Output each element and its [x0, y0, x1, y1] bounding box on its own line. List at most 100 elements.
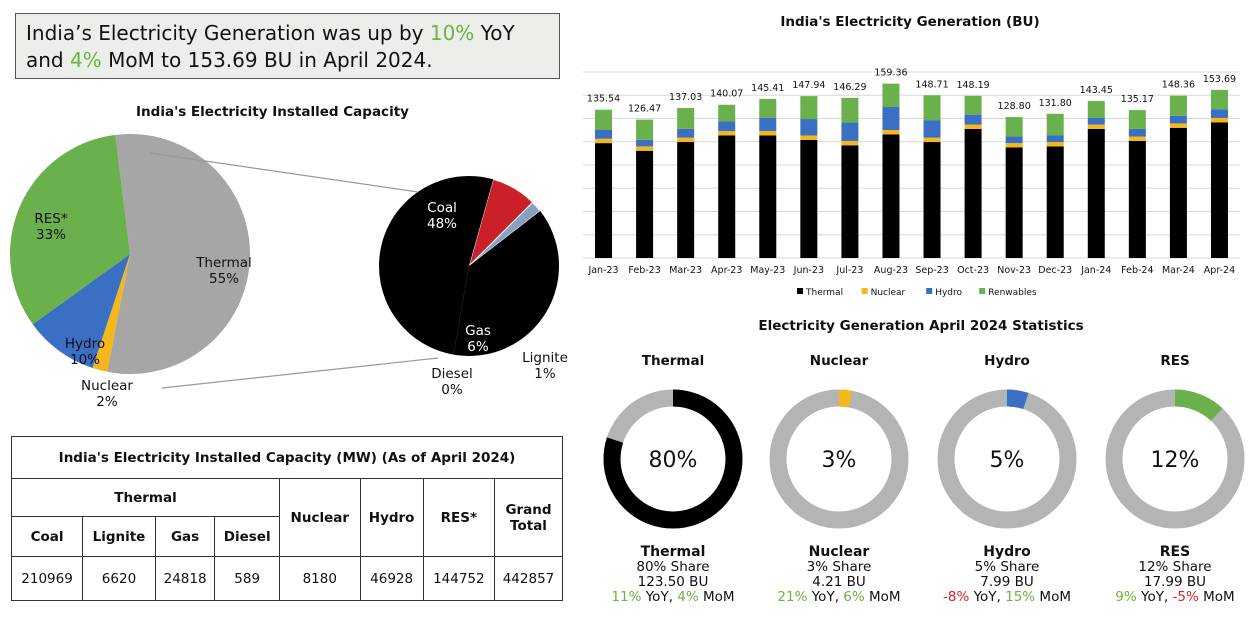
pie-value-hydro: 10%: [70, 352, 100, 368]
bar-nuclear-dec-23: [1046, 142, 1064, 147]
headline-text-2: YoY and: [26, 21, 515, 72]
headline-yoy: 10%: [429, 21, 475, 45]
headline-box: India’s Electricity Generation was up by…: [15, 13, 560, 79]
pie-slice-hydro: [32, 254, 130, 368]
stat-name: RES: [1159, 544, 1191, 560]
bar-hydro-oct-23: [964, 114, 982, 125]
bar-hydro-dec-23: [1046, 135, 1064, 143]
stat-mom: 4%: [677, 589, 699, 605]
stat-block-hydro: Hydro 5% Share 7.99 BU -8% YoY, 15% MoM: [927, 545, 1087, 605]
bar-renwables-may-23: [759, 98, 777, 118]
bar-renwables-sep-23: [923, 95, 941, 121]
bar-nuclear-mar-24: [1169, 123, 1187, 128]
stat-mom: 6%: [843, 589, 865, 605]
bar-thermal-feb-23: [636, 150, 654, 258]
subpie-slice-coal-main: [379, 176, 494, 355]
table-header-gas: Gas: [154, 516, 216, 557]
stat-share: 12% Share: [1138, 559, 1212, 575]
bar-nuclear-jan-23: [595, 138, 613, 144]
bar-nuclear-oct-23: [964, 124, 982, 129]
donut-center-value-thermal: 80%: [649, 448, 698, 473]
generation-bar-chart: 135.54 Jan-23 126.47 Feb-23 137.03 Mar-23 140.…: [583, 68, 1240, 298]
x-tick-label: Apr-23: [711, 265, 742, 276]
table-cell-hydro: 46928: [359, 556, 424, 601]
connector-line: [149, 152, 419, 193]
bar-hydro-jan-24: [1087, 117, 1105, 125]
table-cell-nuclear: 8180: [279, 556, 361, 601]
pie-value-thermal: 55%: [209, 271, 239, 287]
data-label-jan-24: 143.45: [1080, 85, 1113, 96]
bar-nuclear-jul-23: [841, 140, 859, 146]
donut-arc-nuclear: [769, 389, 909, 529]
subpie-label-coal: Coal: [427, 200, 457, 216]
bar-thermal-dec-23: [1046, 146, 1064, 258]
capacity-pie-title: India's Electricity Installed Capacity: [136, 104, 409, 120]
stat-block-res: RES 12% Share 17.99 BU 9% YoY, -5% MoM: [1095, 545, 1253, 605]
donut-arc-res: [1105, 389, 1245, 529]
data-label-apr-23: 140.07: [710, 89, 743, 100]
subpie-label-gas: Gas: [465, 323, 491, 339]
stat-yoy: 11%: [611, 589, 642, 605]
x-tick-label: Jan-23: [587, 265, 618, 276]
bar-nuclear-apr-23: [718, 131, 736, 136]
capacity-table: India's Electricity Installed Capacity (…: [10, 436, 563, 601]
connector-line: [161, 357, 439, 389]
donut-title-thermal: Thermal: [642, 353, 704, 369]
bar-thermal-mar-23: [677, 142, 695, 258]
stats-title: Electricity Generation April 2024 Statis…: [758, 318, 1084, 334]
bar-hydro-may-23: [759, 117, 777, 132]
stat-change: 9% YoY, -5% MoM: [1115, 589, 1235, 605]
donut-arc-thermal: [603, 389, 743, 529]
stat-mom: 15%: [1005, 589, 1036, 605]
pie-slice-res: [9, 134, 130, 325]
table-cell-res: 144752: [422, 556, 496, 601]
bar-thermal-jan-24: [1087, 128, 1105, 258]
bar-hydro-mar-24: [1169, 115, 1187, 124]
stat-bu: 123.50 BU: [637, 574, 709, 590]
bar-renwables-aug-23: [882, 83, 900, 108]
generation-chart-title: India's Electricity Generation (BU): [780, 14, 1040, 30]
bar-hydro-feb-23: [636, 139, 654, 147]
data-label-nov-23: 128.80: [998, 101, 1031, 112]
bar-hydro-nov-23: [1005, 136, 1023, 144]
stat-change: -8% YoY, 15% MoM: [942, 589, 1071, 605]
table-cell-diesel: 589: [214, 556, 281, 601]
bar-thermal-mar-24: [1169, 127, 1187, 258]
stat-share: 80% Share: [636, 559, 710, 575]
bar-renwables-jun-23: [800, 96, 818, 120]
x-tick-label: Jan-24: [1080, 265, 1111, 276]
data-label-oct-23: 148.19: [956, 80, 989, 91]
legend-swatch-hydro: [926, 288, 933, 294]
x-tick-label: Dec-23: [1038, 265, 1072, 276]
legend-label-renwables: Renwables: [988, 288, 1037, 298]
bar-hydro-sep-23: [923, 120, 941, 138]
table-header-nuclear: Nuclear: [279, 478, 361, 557]
pie-label-thermal: Thermal: [195, 255, 252, 271]
bar-renwables-apr-23: [718, 104, 736, 122]
bar-renwables-feb-23: [636, 119, 654, 140]
bar-thermal-apr-23: [718, 135, 736, 258]
table-header-grand-total: Grand Total: [494, 478, 563, 557]
bar-hydro-jul-23: [841, 122, 859, 141]
bar-nuclear-mar-23: [677, 137, 695, 143]
stat-bu: 4.21 BU: [812, 574, 866, 590]
stat-share: 5% Share: [974, 559, 1040, 575]
bar-hydro-apr-24: [1210, 109, 1228, 118]
donut-center-value-hydro: 5%: [990, 448, 1025, 473]
bar-nuclear-sep-23: [923, 137, 941, 143]
pie-label-res: RES*: [34, 211, 67, 227]
bar-thermal-may-23: [759, 135, 777, 258]
donut-title-res: RES: [1160, 353, 1189, 369]
pie-slice-thermal: [107, 134, 250, 374]
bar-thermal-jan-23: [595, 143, 613, 258]
bar-nuclear-jan-24: [1087, 124, 1105, 129]
pie-value-nuclear: 2%: [96, 394, 118, 410]
x-tick-label: Apr-24: [1204, 265, 1235, 276]
subpie-value-gas: 6%: [467, 339, 489, 355]
bar-thermal-jul-23: [841, 145, 859, 258]
table-header-res: RES*: [422, 478, 496, 557]
legend-label-thermal: Thermal: [805, 288, 843, 298]
legend-swatch-nuclear: [861, 288, 868, 294]
table-header-lignite: Lignite: [82, 516, 156, 557]
